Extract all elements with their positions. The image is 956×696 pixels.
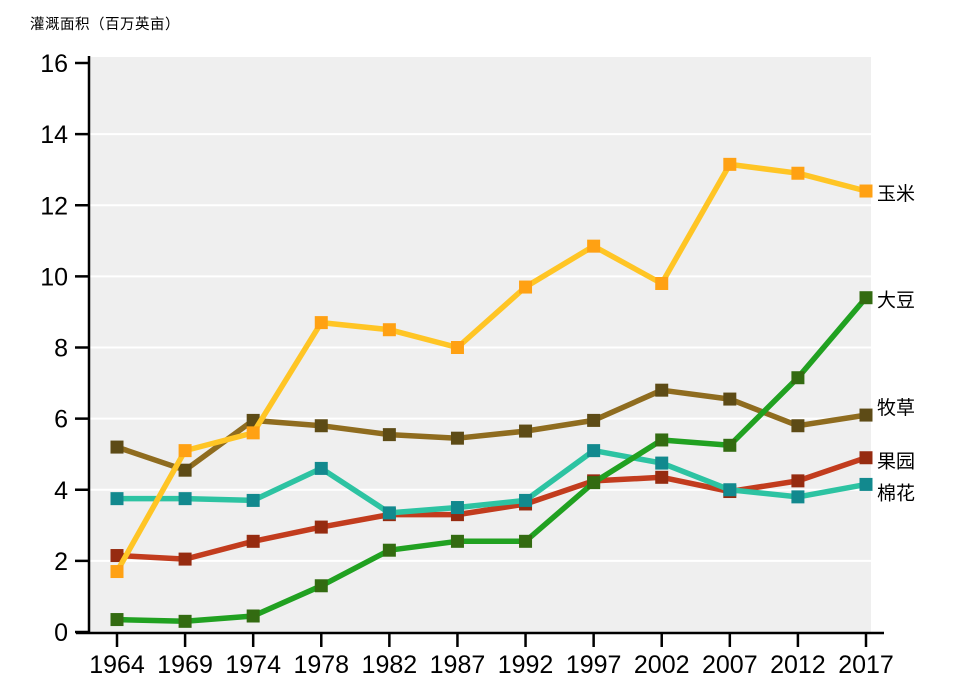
- series-marker-棉花-2017: [859, 477, 873, 491]
- series-marker-玉米-1969: [178, 444, 192, 458]
- series-marker-玉米-1974: [246, 426, 260, 440]
- series-marker-果园-2002: [655, 470, 669, 484]
- plot-area-background: [90, 57, 871, 632]
- x-axis-tick-label-1969: 1969: [157, 651, 213, 679]
- series-marker-牧草-1997: [587, 413, 601, 427]
- y-axis-tick-label-4: 4: [54, 477, 68, 505]
- y-axis-tick-label-8: 8: [54, 335, 68, 363]
- series-line-大豆: [114, 294, 869, 625]
- series-marker-棉花-1964: [110, 492, 124, 506]
- series-marker-大豆-2017: [859, 291, 873, 305]
- series-marker-大豆-1964: [110, 613, 124, 627]
- series-marker-玉米-1987: [450, 341, 464, 354]
- x-axis-tick-label-1992: 1992: [498, 651, 554, 679]
- x-axis-tick-label-1997: 1997: [566, 651, 622, 679]
- series-marker-棉花-2002: [655, 456, 669, 470]
- x-axis-tick-label-2012: 2012: [770, 651, 826, 679]
- series-marker-玉米-2007: [723, 157, 737, 171]
- series-marker-棉花-1974: [246, 493, 260, 507]
- series-marker-棉花-2007: [723, 483, 737, 497]
- series-label-玉米: 玉米: [877, 183, 915, 205]
- series-marker-果园-1978: [314, 520, 328, 534]
- series-label-棉花: 棉花: [877, 482, 915, 504]
- series-marker-牧草-1978: [314, 419, 328, 433]
- series-marker-玉米-1997: [587, 239, 601, 253]
- series-marker-牧草-1987: [450, 431, 464, 445]
- series-marker-棉花-1969: [178, 492, 192, 506]
- series-line-棉花: [114, 447, 869, 516]
- series-marker-玉米-2002: [655, 276, 669, 290]
- series-marker-牧草-2007: [723, 392, 737, 406]
- series-marker-大豆-1978: [314, 579, 328, 593]
- x-axis-tick-label-2017: 2017: [838, 651, 894, 679]
- x-axis-tick-label-1982: 1982: [362, 651, 418, 679]
- y-axis-tick-label-0: 0: [54, 619, 68, 647]
- series-marker-棉花-1992: [519, 493, 533, 507]
- series-marker-果园-1964: [110, 549, 124, 563]
- chart-title: 灌溉面积（百万英亩）: [30, 17, 180, 33]
- series-line-玉米: [114, 161, 869, 575]
- series-marker-棉花-1987: [450, 501, 464, 515]
- series-marker-牧草-2002: [655, 383, 669, 397]
- series-marker-果园-2017: [859, 451, 873, 465]
- y-axis-tick-label-14: 14: [40, 121, 68, 149]
- series-marker-玉米-2012: [791, 166, 805, 180]
- series-marker-牧草-2012: [791, 419, 805, 433]
- series-marker-大豆-1974: [246, 609, 260, 623]
- series-label-牧草: 牧草: [877, 397, 915, 419]
- series-marker-牧草-1969: [178, 463, 192, 477]
- series-marker-大豆-1987: [450, 534, 464, 548]
- series-marker-棉花-1982: [382, 506, 396, 520]
- x-axis-tick-label-1974: 1974: [225, 651, 281, 679]
- series-marker-大豆-2007: [723, 438, 737, 452]
- series-marker-牧草-1964: [110, 440, 124, 454]
- series-marker-玉米-1978: [314, 316, 328, 330]
- series-marker-棉花-2012: [791, 490, 805, 504]
- series-marker-果园-1969: [178, 552, 192, 566]
- y-axis-tick-label-2: 2: [54, 548, 68, 576]
- series-marker-牧草-1992: [519, 424, 533, 438]
- series-marker-棉花-1978: [314, 461, 328, 475]
- x-axis-tick-label-2007: 2007: [702, 651, 758, 679]
- x-axis-tick-label-1978: 1978: [293, 651, 349, 679]
- x-axis-tick-label-1987: 1987: [430, 651, 486, 679]
- series-marker-棉花-1997: [587, 444, 601, 458]
- series-marker-大豆-1982: [382, 543, 396, 557]
- y-axis-tick-label-12: 12: [40, 192, 68, 220]
- series-marker-大豆-1997: [587, 476, 601, 490]
- series-marker-果园-1974: [246, 534, 260, 548]
- series-label-果园: 果园: [877, 452, 915, 473]
- series-marker-玉米-2017: [859, 184, 873, 198]
- series-marker-果园-2012: [791, 474, 805, 488]
- series-marker-大豆-2002: [655, 433, 669, 447]
- series-marker-大豆-2012: [791, 371, 805, 385]
- y-axis-tick-label-16: 16: [40, 50, 68, 78]
- series-marker-牧草-1982: [382, 428, 396, 442]
- series-marker-玉米-1992: [519, 280, 533, 294]
- series-label-大豆: 大豆: [877, 290, 915, 312]
- y-axis-tick-label-10: 10: [40, 263, 68, 291]
- series-marker-大豆-1992: [519, 534, 533, 548]
- series-marker-牧草-2017: [859, 408, 873, 422]
- series-marker-大豆-1969: [178, 614, 192, 628]
- series-marker-玉米-1964: [110, 565, 124, 579]
- series-marker-玉米-1982: [382, 323, 396, 337]
- y-axis-tick-label-6: 6: [54, 406, 68, 434]
- x-axis-tick-label-1964: 1964: [89, 651, 145, 679]
- series-line-牧草: [114, 387, 869, 473]
- x-axis-tick-label-2002: 2002: [634, 651, 690, 679]
